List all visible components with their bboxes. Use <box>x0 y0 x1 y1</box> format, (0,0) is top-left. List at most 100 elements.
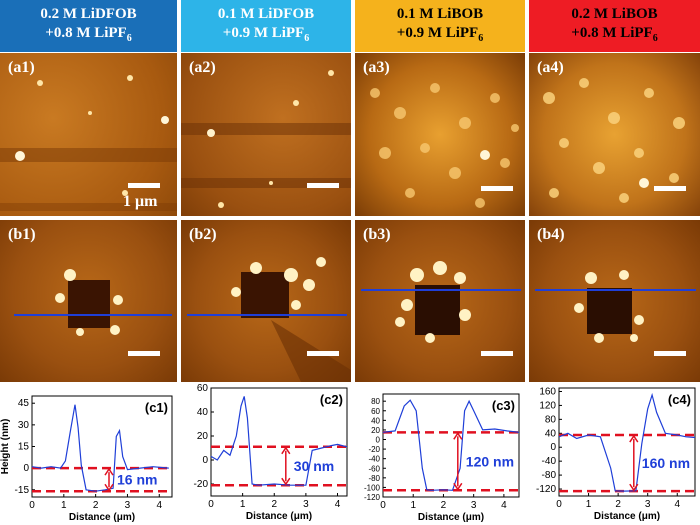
header-4-sub: 6 <box>652 32 658 44</box>
depth-annotation: 160 nm <box>642 455 690 471</box>
y-tick-label: -20 <box>194 479 209 490</box>
scale-bar-a3 <box>481 186 513 191</box>
header-2: 0.1 M LiDFOB +0.9 M LiPF6 <box>181 0 351 52</box>
y-tick-label: 20 <box>371 426 380 435</box>
panel-label-b2: (b2) <box>189 226 217 243</box>
afm-a3-texture <box>370 83 519 208</box>
header-1: 0.2 M LiDFOB +0.8 M LiPF6 <box>0 0 177 52</box>
arrow-head-top <box>104 467 114 476</box>
scale-bar-a2 <box>307 183 339 188</box>
x-axis-label: Distance (μm) <box>69 512 135 523</box>
y-tick-label: 0 <box>376 436 381 445</box>
scale-bar-b4 <box>654 351 686 356</box>
header-2-sub: 6 <box>304 32 310 44</box>
afm-b1-texture <box>14 269 172 336</box>
x-tick-label: 1 <box>240 499 246 510</box>
header-2-line1: 0.1 M LiDFOB <box>217 5 315 22</box>
afm-image-a4: (a4) <box>529 53 700 216</box>
scale-bar-b1 <box>128 351 160 356</box>
header-4-line1: 0.2 M LiBOB <box>571 5 658 22</box>
y-tick-label: 120 <box>539 400 556 411</box>
profile-label: (c4) <box>668 392 691 407</box>
y-tick-label: -40 <box>368 455 380 464</box>
y-tick-label: 30 <box>18 420 30 431</box>
x-tick-label: 2 <box>441 500 447 511</box>
afm-a2-texture <box>181 70 351 208</box>
panel-label-a3: (a3) <box>363 59 390 76</box>
afm-image-b1: (b1) <box>0 220 177 382</box>
y-tick-label: 20 <box>197 431 209 442</box>
height-profile-line <box>210 396 348 486</box>
afm-a4-texture <box>543 78 685 203</box>
x-tick-label: 4 <box>335 499 341 510</box>
x-tick-label: 1 <box>410 500 416 511</box>
afm-image-b3: (b3) <box>355 220 525 382</box>
y-tick-label: 80 <box>371 397 380 406</box>
x-tick-label: 4 <box>156 500 162 511</box>
afm-b2-texture <box>187 257 351 382</box>
arrow-head-top <box>281 446 291 455</box>
header-3-line2: +0.9 M LiPF <box>396 24 479 41</box>
panel-label-b1: (b1) <box>8 226 36 243</box>
header-4: 0.2 M LiBOB +0.8 M LiPF6 <box>529 0 700 52</box>
y-tick-label: -80 <box>368 474 380 483</box>
y-tick-label: 15 <box>18 442 30 453</box>
x-tick-label: 2 <box>93 500 99 511</box>
x-tick-label: 0 <box>380 500 386 511</box>
height-profile-c1: 0 1 2 3 4 -15 0 15 30 45 16 nm (c1) Distance (μm) Hei… <box>0 395 173 523</box>
header-1-sub: 6 <box>126 32 132 44</box>
depth-annotation: 16 nm <box>117 472 157 488</box>
afm-image-b4: (b4) <box>529 220 700 382</box>
height-profile-line <box>382 399 520 491</box>
plot-frame <box>382 393 520 498</box>
y-tick-label: 0 <box>202 455 208 466</box>
plot-frame <box>210 387 348 497</box>
header-1-line2: +0.8 M LiPF <box>45 24 127 41</box>
x-axis-label: Distance (μm) <box>418 512 484 523</box>
y-tick-label: 40 <box>197 407 209 418</box>
x-tick-label: 3 <box>125 500 131 511</box>
header-3: 0.1 M LiBOB +0.9 M LiPF6 <box>355 0 525 52</box>
x-tick-label: 0 <box>208 499 214 510</box>
y-tick-label: 160 <box>539 386 556 397</box>
arrow-head-bottom <box>453 482 463 491</box>
header-3-line1: 0.1 M LiBOB <box>396 5 484 22</box>
y-tick-label: 0 <box>550 442 556 453</box>
x-tick-label: 0 <box>29 500 35 511</box>
x-tick-label: 0 <box>556 499 562 510</box>
panel-label-a4: (a4) <box>537 59 564 76</box>
y-axis-label: Height (nm) <box>0 419 11 475</box>
x-tick-label: 1 <box>586 499 592 510</box>
y-tick-label: 40 <box>545 428 557 439</box>
y-tick-label: -20 <box>368 445 380 454</box>
y-tick-label: -60 <box>368 464 380 473</box>
afm-b3-texture <box>361 261 521 343</box>
x-tick-label: 2 <box>271 499 277 510</box>
profile-label: (c1) <box>145 400 168 415</box>
y-tick-label: -15 <box>15 485 30 496</box>
y-tick-label: -40 <box>542 456 557 467</box>
plot-frame <box>558 387 696 497</box>
scale-bar-b3 <box>481 351 513 356</box>
scale-bar-b2 <box>307 351 339 356</box>
y-tick-label: 45 <box>18 398 30 409</box>
arrow-head-top <box>629 434 639 443</box>
scale-bar-a4 <box>654 186 686 191</box>
header-1-line1: 0.2 M LiDFOB <box>40 5 137 22</box>
profile-label: (c3) <box>492 398 515 413</box>
y-tick-label: 60 <box>197 384 209 394</box>
header-4-line2: +0.8 M LiPF <box>571 24 653 41</box>
arrow-head-bottom <box>629 483 639 492</box>
y-tick-label: -80 <box>542 470 557 481</box>
profile-label: (c2) <box>320 392 343 407</box>
x-axis-label: Distance (μm) <box>246 511 312 522</box>
afm-image-a2: (a2) <box>181 53 351 216</box>
x-axis-label: Distance (μm) <box>594 511 660 522</box>
depth-annotation: 120 nm <box>466 453 514 469</box>
y-tick-label: 80 <box>545 414 557 425</box>
afm-image-b2: (b2) <box>181 220 351 382</box>
panel-label-b3: (b3) <box>363 226 391 243</box>
y-tick-label: -100 <box>364 483 381 492</box>
header-2-line2: +0.9 M LiPF <box>222 24 305 41</box>
